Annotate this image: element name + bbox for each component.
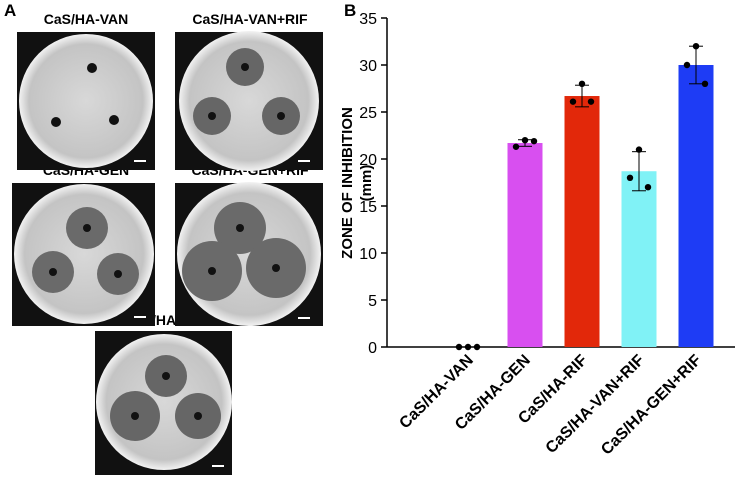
x-tick-label: CaS/HA-VAN+RIF <box>543 352 648 457</box>
y-tick-label: 25 <box>359 105 377 122</box>
x-tick-label: CaS/HA-GEN+RIF <box>598 352 705 459</box>
y-tick-label: 35 <box>359 11 377 28</box>
data-point <box>512 143 520 150</box>
y-tick-label: 15 <box>359 199 377 216</box>
panel-label: B <box>344 1 356 20</box>
dish-photo <box>95 331 232 475</box>
bar <box>678 65 714 347</box>
y-tick-label: 10 <box>359 246 377 263</box>
data-point <box>692 43 700 50</box>
data-point <box>530 137 538 145</box>
data-point <box>464 343 472 351</box>
data-point <box>455 343 463 351</box>
y-axis-label: (mm) <box>358 165 375 202</box>
data-point <box>644 184 652 191</box>
data-point <box>701 80 709 88</box>
bar <box>564 96 600 348</box>
data-point <box>683 61 691 69</box>
dish-photo <box>12 183 155 326</box>
photo-label: CaS/HA-VAN <box>44 11 129 27</box>
bar-chart: 05101520253035CaS/HA-VANCaS/HA-GENCaS/HA… <box>359 11 735 458</box>
y-tick-label: 0 <box>368 340 377 357</box>
dish-photo <box>175 31 323 171</box>
photo-label: CaS/HA-VAN+RIF <box>192 11 308 27</box>
y-tick-label: 20 <box>359 152 377 169</box>
data-point <box>626 174 634 181</box>
data-point <box>521 137 529 144</box>
data-point <box>569 98 577 105</box>
y-tick-label: 5 <box>368 293 377 310</box>
panel-label: A <box>4 1 16 20</box>
bar <box>507 143 543 347</box>
dish-photo <box>17 32 155 170</box>
bar <box>621 171 657 347</box>
data-point <box>587 98 595 105</box>
data-point <box>635 146 643 153</box>
data-point <box>473 343 481 351</box>
y-tick-label: 30 <box>359 58 377 75</box>
y-axis-label: ZONE OF INHIBITION <box>339 107 356 259</box>
dish-photo <box>175 182 323 326</box>
data-point <box>578 80 586 88</box>
